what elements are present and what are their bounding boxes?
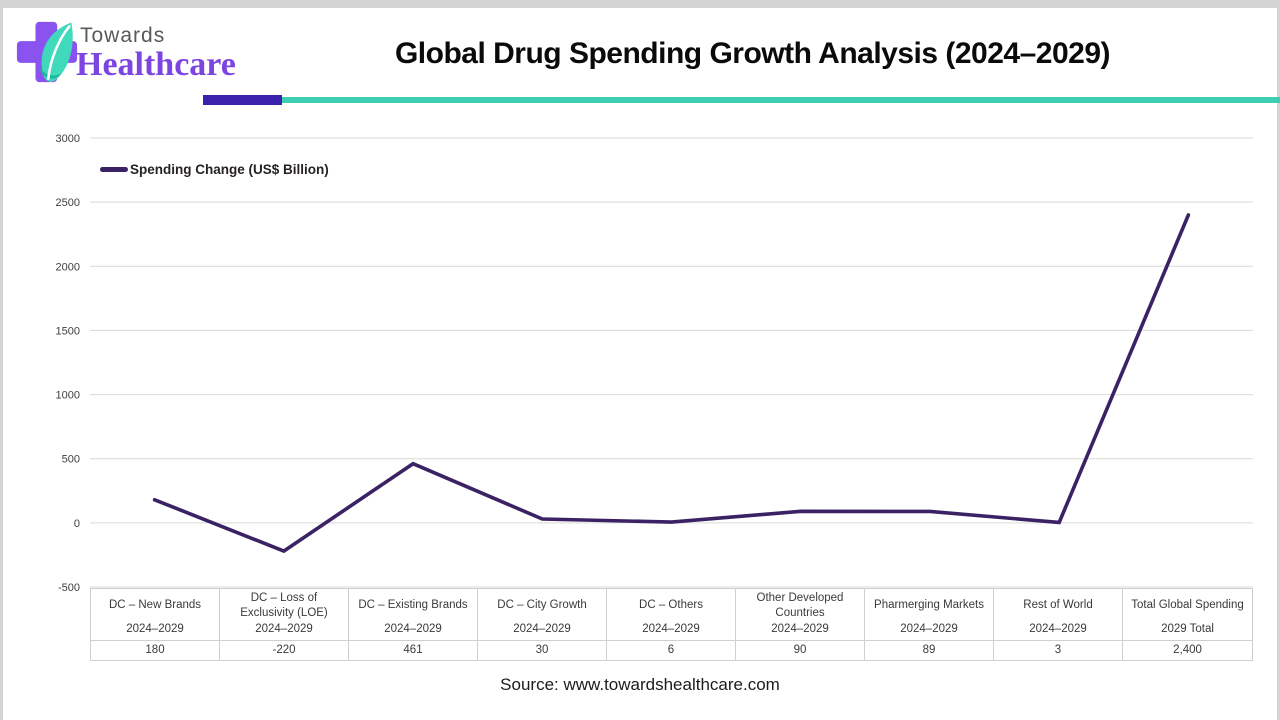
logo-word-healthcare: Healthcare [76,46,236,83]
table-column-title: Other Developed Countries [756,592,844,619]
table-column-period: 2029 Total [1161,623,1214,635]
table-value-cell: 461 [349,641,478,660]
page-title: Global Drug Spending Growth Analysis (20… [394,37,1111,70]
table-column-header: Other Developed Countries 2024–2029 [736,589,865,641]
table-value-cell: -220 [220,641,349,660]
legend-line-swatch [100,167,128,172]
table-column-title: Total Global Spending [1131,599,1244,612]
table-column-header: DC – City Growth 2024–2029 [478,589,607,641]
table-column-period: 2024–2029 [255,623,313,635]
table-column-title: Pharmerging Markets [874,599,984,612]
accent-bar [203,95,282,105]
table-value-cell: 30 [478,641,607,660]
table-column-title: Rest of World [1023,599,1093,612]
table-column-header: Total Global Spending 2029 Total [1123,589,1252,641]
table-column-period: 2024–2029 [900,623,958,635]
data-table: DC – New Brands 2024–2029 DC – Loss of Exc… [90,588,1253,661]
table-column-title: DC – Others [639,599,703,612]
logo-word-towards: Towards [80,24,166,47]
brand-logo: Towards Healthcare [14,16,264,96]
table-column-period: 2024–2029 [384,623,442,635]
table-column-header: DC – Existing Brands 2024–2029 [349,589,478,641]
table-column-period: 2024–2029 [771,623,829,635]
table-column-period: 2024–2029 [513,623,571,635]
table-column-period: 2024–2029 [126,623,184,635]
chart-legend: Spending Change (US$ Billion) [100,162,329,177]
table-column-header: DC – Others 2024–2029 [607,589,736,641]
table-value-cell: 180 [91,641,220,660]
accent-line [282,97,1280,103]
logo-cross-leaf-icon [16,21,78,83]
table-column-title: DC – City Growth [497,599,587,612]
table-value-cell: 6 [607,641,736,660]
table-column-title: DC – Existing Brands [358,599,468,612]
table-column-period: 2024–2029 [642,623,700,635]
table-column-header: Rest of World 2024–2029 [994,589,1123,641]
table-value-cell: 2,400 [1173,644,1202,656]
table-value-cell: 3 [994,641,1123,660]
table-column-header: DC – New Brands 2024–2029 [91,589,220,641]
legend-label: Spending Change (US$ Billion) [130,162,329,177]
table-column-title: DC – Loss of Exclusivity (LOE) [240,592,328,619]
table-value-cell: 90 [736,641,865,660]
table-value-cell: 89 [865,641,994,660]
table-column-title: DC – New Brands [108,599,202,612]
source-text: Source: www.towardshealthcare.com [500,675,780,694]
table-column-header: Pharmerging Markets 2024–2029 [865,589,994,641]
table-column-period: 2024–2029 [1029,623,1087,635]
table-column-header: DC – Loss of Exclusivity (LOE) 2024–2029 [220,589,349,641]
